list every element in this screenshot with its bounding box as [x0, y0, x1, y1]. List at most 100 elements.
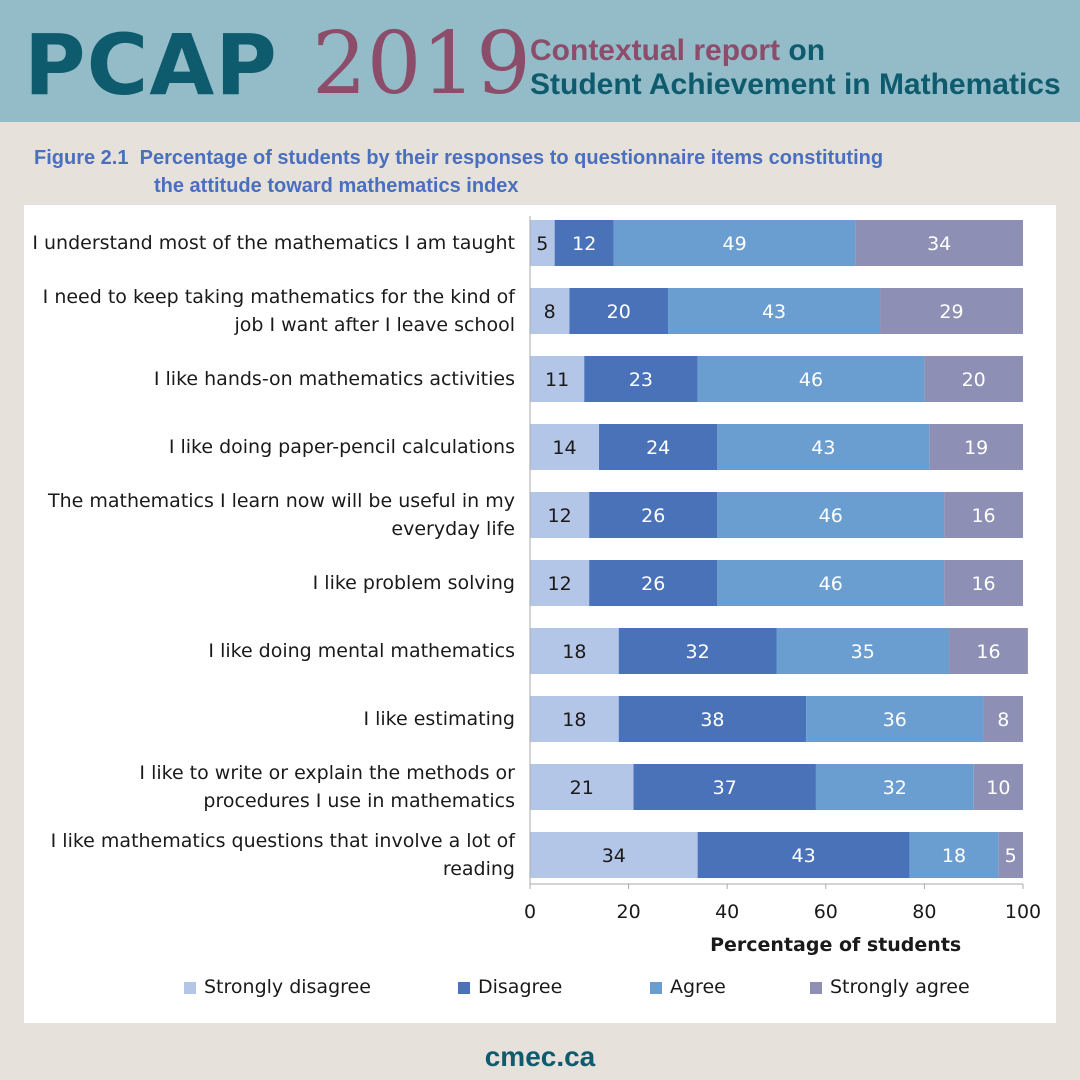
data-label: 16	[976, 641, 1000, 663]
chart-panel: I understand most of the mathematics I a…	[24, 205, 1056, 1023]
bar-agree	[697, 356, 925, 402]
bar-strongly-disagree	[530, 424, 600, 470]
stacked-bar-chart: I understand most of the mathematics I a…	[32, 216, 1041, 998]
figure-label: Figure 2.1	[34, 147, 129, 169]
bar-strongly-agree	[983, 696, 1023, 742]
bar-agree	[717, 424, 930, 470]
bar-strongly-agree	[973, 764, 1023, 810]
data-label: 18	[562, 709, 586, 731]
data-label: 18	[942, 845, 966, 867]
data-label: 49	[723, 233, 747, 255]
data-label: 46	[819, 573, 843, 595]
x-tick-label: 60	[814, 901, 838, 923]
bar-agree	[776, 628, 950, 674]
category-label: I understand most of the mathematics I a…	[32, 232, 515, 254]
report-title-line1: Contextual report on	[530, 34, 1075, 68]
category-label: I like estimating	[363, 708, 515, 730]
footer-site[interactable]: cmec.ca	[484, 1041, 596, 1072]
legend-swatch-strongly-disagree	[184, 982, 196, 994]
report-title-part1: Contextual report	[530, 34, 781, 67]
data-label: 24	[646, 437, 670, 459]
category-label: I like doing mental mathematics	[208, 640, 515, 662]
data-label: 46	[819, 505, 843, 527]
data-label: 11	[545, 369, 569, 391]
data-label: 12	[547, 573, 571, 595]
data-label: 35	[851, 641, 875, 663]
category-label: I like to write or explain the methods o…	[139, 762, 515, 784]
bar-strongly-disagree	[530, 696, 619, 742]
bar-strongly-disagree	[530, 492, 590, 538]
data-label: 26	[641, 573, 665, 595]
legend-label-agree: Agree	[670, 976, 726, 998]
data-label: 43	[762, 301, 786, 323]
report-title: Contextual report on Student Achievement…	[530, 34, 1075, 102]
data-label: 18	[562, 641, 586, 663]
data-label: 37	[713, 777, 737, 799]
x-tick-label: 40	[715, 901, 739, 923]
bar-agree	[909, 832, 999, 878]
figure-title: Figure 2.1 Percentage of students by the…	[34, 144, 1044, 200]
data-label: 14	[552, 437, 576, 459]
figure-title-line1: Percentage of students by their response…	[139, 147, 884, 169]
category-label: reading	[443, 858, 515, 880]
x-tick-label: 100	[1005, 901, 1041, 923]
data-label: 38	[700, 709, 724, 731]
bar-disagree	[697, 832, 910, 878]
bar-disagree	[618, 628, 777, 674]
bar-agree	[806, 696, 984, 742]
data-label: 8	[544, 301, 556, 323]
data-label: 36	[883, 709, 907, 731]
bar-strongly-agree	[998, 832, 1023, 878]
x-tick-label: 80	[912, 901, 936, 923]
data-label: 19	[964, 437, 988, 459]
category-label: I like problem solving	[313, 572, 515, 594]
bar-strongly-agree	[855, 220, 1023, 266]
data-label: 12	[572, 233, 596, 255]
category-label: I like mathematics questions that involv…	[51, 830, 517, 852]
data-label: 32	[883, 777, 907, 799]
bar-disagree	[584, 356, 698, 402]
bar-disagree	[589, 560, 718, 606]
bar-agree	[717, 560, 945, 606]
bar-agree	[717, 492, 945, 538]
bar-strongly-agree	[929, 424, 1023, 470]
bar-disagree	[633, 764, 816, 810]
bar-strongly-disagree	[530, 764, 634, 810]
legend-label-strongly-disagree: Strongly disagree	[204, 976, 371, 998]
bar-strongly-agree	[944, 492, 1023, 538]
data-label: 10	[986, 777, 1010, 799]
category-label: job I want after I leave school	[234, 314, 516, 336]
bar-agree	[815, 764, 974, 810]
x-tick-label: 20	[617, 901, 641, 923]
data-label: 16	[971, 505, 995, 527]
pcap-logo-text: PCAP	[24, 16, 278, 114]
legend-swatch-agree	[650, 982, 662, 994]
x-axis-title: Percentage of students	[710, 934, 961, 956]
bar-strongly-agree	[880, 288, 1023, 334]
bar-disagree	[589, 492, 718, 538]
legend-swatch-strongly-agree	[810, 982, 822, 994]
figure-title-line2: the attitude toward mathematics index	[154, 175, 519, 197]
data-label: 8	[997, 709, 1009, 731]
legend-swatch-disagree	[458, 982, 470, 994]
category-label: I like hands-on mathematics activities	[154, 368, 515, 390]
data-label: 20	[962, 369, 986, 391]
data-label: 5	[1005, 845, 1017, 867]
bar-strongly-disagree	[530, 220, 555, 266]
legend-label-strongly-agree: Strongly agree	[830, 976, 970, 998]
report-header: PCAP 2019 Contextual report on Student A…	[0, 0, 1080, 122]
data-label: 16	[971, 573, 995, 595]
legend-label-disagree: Disagree	[478, 976, 562, 998]
bar-strongly-disagree	[530, 356, 585, 402]
category-label: procedures I use in mathematics	[203, 790, 515, 812]
category-label: I need to keep taking mathematics for th…	[43, 286, 517, 308]
bar-disagree	[618, 696, 807, 742]
bar-strongly-agree	[944, 560, 1023, 606]
bar-agree	[613, 220, 856, 266]
data-label: 34	[602, 845, 626, 867]
data-label: 29	[939, 301, 963, 323]
bar-agree	[668, 288, 881, 334]
data-label: 21	[570, 777, 594, 799]
bar-strongly-agree	[949, 628, 1028, 674]
report-year: 2019	[312, 14, 531, 114]
